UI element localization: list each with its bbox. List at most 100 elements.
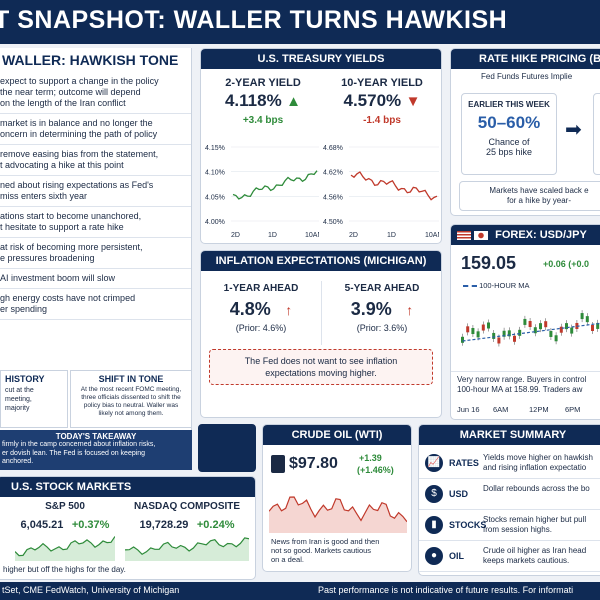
summary-text1: Crude oil higher as Iran head: [483, 546, 587, 555]
summary-title: MARKET SUMMARY: [419, 425, 600, 445]
dark-block: [198, 424, 256, 472]
summary-text: Crude oil higher as Iran head keeps marke…: [483, 546, 600, 566]
summary-row: ▮ STOCKS Stocks remain higher but pull from…: [419, 511, 600, 541]
candle: [596, 322, 600, 329]
ratehike-subtitle: Fed Funds Futures Implie: [481, 72, 573, 81]
axis-tick-label: 4.50%: [323, 219, 343, 226]
title-bar: T SNAPSHOT: WALLER TURNS HAWKISH: [0, 0, 600, 44]
arrow-right-icon: ➡: [565, 119, 582, 141]
history-text-line: majority: [5, 405, 30, 412]
candle: [507, 330, 511, 337]
summary-text: Yields move higher on hawkish and rising …: [483, 453, 600, 473]
waller-bullet: market is in balance and no longer the on…: [0, 114, 191, 145]
ma-legend: 100-HOUR MA: [463, 281, 530, 290]
axis-tick-label: 10AM: [425, 232, 439, 239]
waller-bullets: expect to support a change in the policy…: [0, 72, 191, 320]
shift-text-line: likely not among them.: [98, 410, 164, 417]
history-text-line: cut at the: [5, 387, 34, 394]
forex-change: +0.06 (+0.0: [543, 259, 590, 269]
candle: [476, 331, 480, 338]
up-arrow-icon: ▲: [286, 93, 302, 110]
candle: [466, 326, 470, 333]
nasdaq-chart: [125, 537, 249, 561]
footer-disclaimer: Past performance is not indicative of fu…: [318, 585, 574, 595]
waller-bullet: AI investment boom will slow: [0, 269, 191, 289]
sp-block: S&P 500 6,045.21 +0.37%: [11, 501, 119, 533]
sp-chart: [15, 536, 115, 561]
crude-note1: News from Iran is good and then: [271, 537, 380, 546]
takeaway-text: firmly in the camp concerned about infla…: [0, 441, 192, 467]
waller-bullet-line: er spending: [0, 304, 48, 314]
forex-panel: FOREX: USD/JPY 159.05 +0.06 (+0.0 100-HO…: [450, 224, 600, 420]
one-year-prior: (Prior: 4.6%): [235, 323, 287, 333]
ratehike-note2: for a hike by year-: [506, 196, 572, 205]
ten-year-block: 10-YEAR YIELD 4.570% ▼ -1.4 bps: [325, 77, 439, 126]
summary-text1: Yields move higher on hawkish: [483, 453, 593, 462]
waller-bullet-line: market is in balance and no longer the: [0, 118, 153, 128]
stocks-note: higher but off the highs for the day.: [3, 565, 126, 574]
candle: [481, 324, 485, 331]
crude-chart: [269, 496, 407, 533]
inflation-divider: [321, 281, 322, 345]
forex-title: FOREX: USD/JPY: [495, 229, 587, 241]
nasdaq-value: 19,728.29: [139, 519, 189, 531]
waller-bullet-line: at risk of becoming more persistent,: [0, 242, 143, 252]
waller-bullet-line: ned about rising expectations as Fed's: [0, 180, 154, 190]
takeaway-text-line: anchored.: [2, 458, 34, 465]
candle: [554, 335, 558, 342]
candle: [570, 327, 574, 334]
forex-note1: Very narrow range. Buyers in control: [457, 375, 587, 384]
axis-tick-label: 1D: [268, 232, 277, 239]
crude-title: CRUDE OIL (WTI): [263, 425, 411, 445]
shift-text-line: policy bias to neutral. Waller was: [83, 402, 179, 409]
candle: [523, 318, 527, 325]
summary-label: USD: [449, 489, 469, 499]
history-text: cut at the meeting, majority: [1, 386, 67, 413]
waller-bullet-line: e pressures broadening: [0, 253, 95, 263]
footer-bar: tSet, CME FedWatch, University of Michig…: [0, 582, 600, 600]
ten-year-value: 4.570%: [343, 91, 402, 110]
summary-label: STOCKS: [449, 520, 487, 530]
candle: [559, 326, 563, 333]
ratehike-title: RATE HIKE PRICING (BY: [451, 49, 600, 69]
candle: [461, 336, 464, 343]
axis-tick-label: 2D: [231, 232, 240, 239]
up-arrow-icon: ↑: [406, 302, 414, 318]
axis-tick-label: 4.62%: [323, 170, 343, 177]
forex-xtick: 6AM: [493, 405, 509, 414]
ten-year-label: 10-YEAR YIELD: [341, 77, 423, 89]
waller-bullet-line: remove easing bias from the statement,: [0, 149, 159, 159]
waller-bullet: ations start to become unanchored, t hesi…: [0, 207, 191, 238]
waller-bullet-line: t advocating a hike at this point: [0, 160, 124, 170]
five-year-prior: (Prior: 3.6%): [356, 323, 408, 333]
candle: [580, 313, 584, 320]
crude-note2: not so good. Markets cautious: [271, 546, 372, 555]
waller-bullet-line: AI investment boom will slow: [0, 273, 116, 283]
stocks-panel: U.S. STOCK MARKETS S&P 500 6,045.21 +0.3…: [0, 476, 256, 580]
one-year-label: 1-YEAR AHEAD: [223, 283, 299, 294]
takeaway-text-line: firmly in the camp concerned about infla…: [2, 441, 156, 448]
waller-bullet-line: ations start to become unanchored,: [0, 211, 142, 221]
earlier-sub1: Chance of: [488, 137, 530, 147]
shift-text: At the most recent FOMC meeting, three of…: [71, 386, 191, 418]
inflation-title: INFLATION EXPECTATIONS (MICHIGAN): [201, 251, 441, 271]
ratehike-panel: RATE HIKE PRICING (BY Fed Funds Futures …: [450, 48, 600, 216]
waller-bullet: expect to support a change in the policy…: [0, 72, 191, 114]
candle: [544, 321, 548, 328]
crude-note: News from Iran is good and then not so g…: [271, 537, 379, 564]
sp-value: 6,045.21: [20, 519, 64, 531]
ma-dash-icon: [463, 285, 477, 288]
axis-tick-label: 4.00%: [205, 219, 225, 226]
treasury-title: U.S. TREASURY YIELDS: [201, 49, 441, 69]
axis-tick-label: 2D: [349, 232, 358, 239]
history-box: HISTORY cut at the meeting, majority: [0, 370, 68, 428]
shift-text-line: three officials dissented to shift the: [81, 394, 181, 401]
forex-xtick: 6PM: [565, 405, 581, 414]
waller-bullet-line: t hesitate to support a rate hike: [0, 222, 124, 232]
inflation-note: The Fed does not want to see inflation e…: [209, 349, 433, 385]
waller-bullet: remove easing bias from the statement, t …: [0, 145, 191, 176]
us-flag-icon: [457, 230, 471, 240]
summary-row: ● OIL Crude oil higher as Iran head keeps m…: [419, 542, 600, 572]
forex-xtick: 12PM: [529, 405, 549, 414]
footer-source: tSet, CME FedWatch, University of Michig…: [2, 585, 180, 595]
